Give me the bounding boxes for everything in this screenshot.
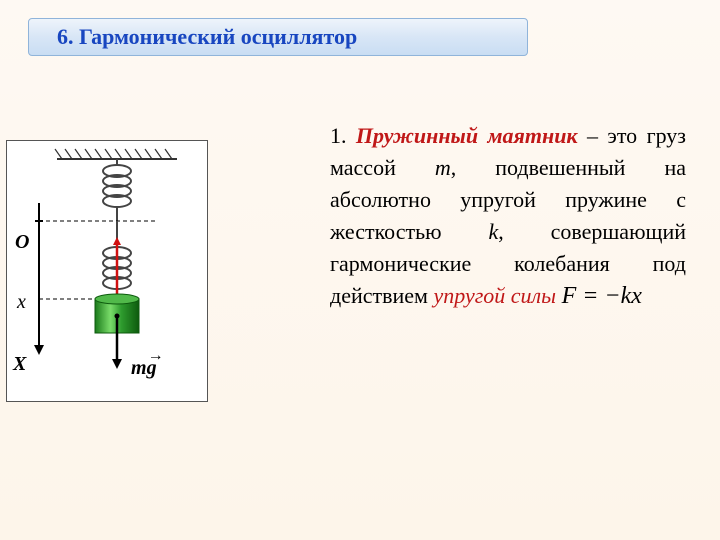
force: упругой силы <box>433 283 556 308</box>
var-k: k <box>488 219 498 244</box>
page-title: 6. Гармонический осциллятор <box>57 24 357 50</box>
diagram-box: O x X m→g <box>6 140 208 402</box>
label-mg: m→g <box>131 357 157 380</box>
label-O: O <box>15 231 29 254</box>
spring-pendulum-diagram <box>7 141 207 401</box>
title-bar: 6. Гармонический осциллятор <box>28 18 528 56</box>
var-m: m <box>435 155 451 180</box>
definition-text: 1. Пружинный маятник – это груз массой m… <box>330 120 686 314</box>
label-X: X <box>13 353 26 376</box>
label-x: x <box>17 291 26 314</box>
term: Пружинный маятник <box>356 123 578 148</box>
formula: F = −kx <box>562 279 642 314</box>
num: 1. <box>330 123 347 148</box>
